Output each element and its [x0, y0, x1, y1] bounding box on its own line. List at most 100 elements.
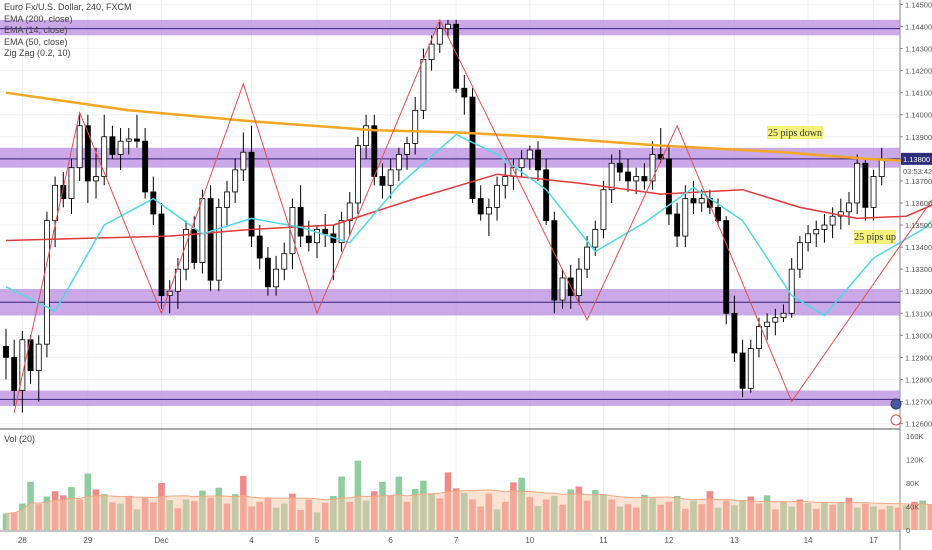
candle-down — [551, 220, 558, 301]
candle-down — [207, 198, 214, 281]
candle-up — [338, 220, 345, 244]
price-tick-label: 1.13200 — [905, 287, 932, 296]
time-tick-label: 7 — [454, 536, 459, 545]
candle-up — [837, 211, 844, 217]
candle-down — [60, 184, 67, 199]
candle-down — [477, 198, 484, 215]
candle-down — [158, 213, 165, 297]
candle-up — [805, 233, 812, 244]
candle-down — [150, 191, 157, 215]
candle-up — [76, 125, 83, 169]
candles — [3, 19, 885, 413]
price-tick-label: 1.12600 — [905, 420, 932, 429]
legend-ema50[interactable]: EMA (50, close) — [4, 36, 68, 47]
candle-up — [314, 229, 320, 244]
price-axis: 1.14500 1.14400 1.14300 1.14200 1.14100 1.140… — [890, 0, 932, 535]
candle-up — [772, 317, 779, 323]
candle-down — [535, 149, 541, 171]
volume-legend[interactable]: Vol (20) — [4, 434, 36, 444]
candle-down — [264, 257, 271, 288]
candle-up — [232, 169, 239, 193]
candle-up — [404, 143, 410, 155]
candle-up — [485, 206, 492, 215]
candle-up — [68, 167, 75, 199]
candle-up — [346, 202, 353, 222]
candle-down — [191, 229, 198, 263]
candle-up — [575, 268, 582, 297]
time-tick-label: 14 — [804, 536, 813, 545]
candle-down — [453, 23, 460, 89]
time-tick-label: Dec — [154, 536, 168, 545]
candle-up — [526, 149, 533, 160]
legend-symbol[interactable]: Euro Fx/U.S. Dollar, 240, FXCM — [4, 2, 132, 12]
candle-down — [3, 345, 9, 358]
time-tick-label: 10 — [525, 536, 534, 545]
price-tick-label: 1.12700 — [905, 398, 932, 407]
volume-tick-label: 80K — [906, 479, 919, 488]
candle-up — [764, 321, 771, 327]
volume-tick-label: 0 — [906, 526, 910, 535]
legend-ema200[interactable]: EMA (200, close) — [4, 13, 73, 24]
candle-up — [756, 326, 762, 349]
candle-up — [698, 198, 705, 204]
zigzag-line — [13, 18, 932, 413]
candle-up — [592, 229, 599, 248]
candle-up — [559, 277, 566, 301]
volume-pane — [2, 460, 932, 530]
ema-50-line — [5, 173, 932, 242]
candle-up — [395, 154, 402, 171]
candle-up — [682, 198, 689, 237]
candle-up — [199, 198, 206, 263]
candle-down — [739, 352, 746, 389]
candle-up — [281, 253, 288, 270]
price-tick-label: 1.14300 — [905, 45, 932, 54]
candle-up — [854, 162, 861, 204]
candle-down — [248, 151, 255, 237]
candle-up — [52, 184, 59, 222]
legend-ema14[interactable]: EMA (14, close) — [4, 25, 68, 35]
legend: Euro Fx/U.S. Dollar, 240, FXCM EMA (200,… — [4, 2, 132, 60]
countdown-label: 03:53:42 — [903, 167, 932, 176]
candle-down — [690, 198, 697, 204]
time-tick-label: 17 — [869, 536, 878, 545]
candle-up — [412, 109, 419, 144]
candle-up — [633, 176, 640, 182]
candle-down — [469, 96, 476, 199]
annotations: 25 pips down 25 pips up — [767, 126, 896, 244]
candle-down — [665, 158, 672, 215]
legend-zigzag[interactable]: Zig Zag (0.2, 10) — [4, 48, 71, 58]
annotation-box — [854, 230, 896, 244]
price-tick-label: 1.13300 — [905, 265, 932, 274]
price-tick-label: 1.13400 — [905, 243, 932, 252]
time-tick-label: 4 — [249, 536, 254, 545]
volume-bar — [354, 460, 362, 530]
candle-up — [788, 268, 795, 314]
candle-up — [813, 229, 820, 235]
candle-up — [821, 224, 828, 230]
volume-ma-area — [6, 489, 932, 530]
candle-up — [215, 206, 222, 281]
candle-down — [461, 87, 468, 98]
price-badge-label: 1.13800 — [903, 155, 930, 164]
candle-up — [224, 191, 230, 208]
candle-down — [256, 235, 263, 259]
candle-up — [117, 140, 124, 155]
price-tick-label: 1.14100 — [905, 89, 932, 98]
price-tick-label: 1.12800 — [905, 375, 932, 384]
price-tick-label: 1.14000 — [905, 111, 932, 120]
time-tick-label: 6 — [388, 536, 393, 545]
time-tick-label: 5 — [315, 536, 320, 545]
candle-up — [494, 184, 500, 208]
price-tick-label: 1.14400 — [905, 22, 932, 31]
price-tick-label: 1.14200 — [905, 67, 932, 76]
price-tick-label: 1.13600 — [905, 199, 932, 208]
volume-tick-label: 120K — [906, 456, 924, 465]
candle-down — [11, 357, 18, 391]
candle-up — [608, 162, 615, 191]
candle-down — [142, 140, 149, 193]
price-tick-label: 1.12900 — [905, 353, 932, 362]
annotation-up-label: 25 pips up — [854, 232, 896, 243]
alert-icon — [890, 398, 902, 410]
ema-200-line — [5, 91, 932, 164]
